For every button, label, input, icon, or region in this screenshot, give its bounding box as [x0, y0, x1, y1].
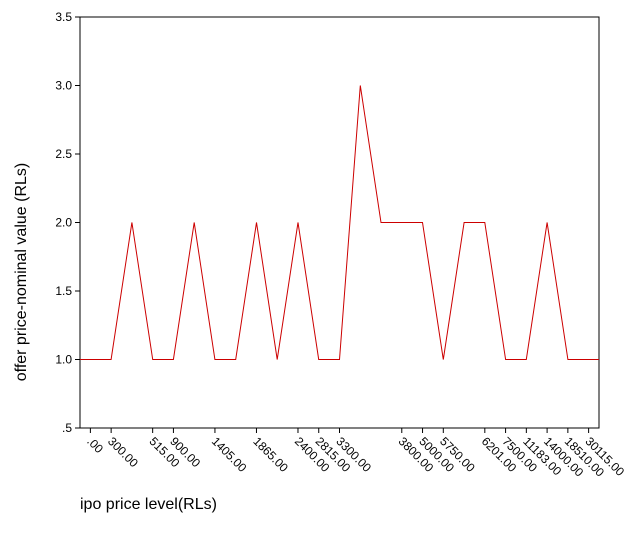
y-tick-label: 2.5: [55, 147, 72, 161]
y-axis: .5 1.0 1.5 2.0 2.5 3.0 3.5: [55, 10, 80, 435]
x-tick-label: 300.00: [105, 434, 141, 470]
x-axis-label: ipo price level(RLs): [80, 496, 217, 513]
y-tick-label: 3.5: [55, 10, 72, 24]
plot-area: [79, 16, 600, 429]
x-tick-label: 1865.00: [250, 434, 291, 475]
y-tick-label: 3.0: [55, 79, 72, 93]
y-tick-label: 2.0: [55, 216, 72, 230]
series-line: [80, 85, 599, 360]
y-tick-label: .5: [62, 421, 72, 435]
x-tick-label: 1405.00: [209, 434, 250, 475]
y-tick-label: 1.5: [55, 284, 72, 298]
x-tick-label: .00: [84, 434, 106, 456]
y-tick-label: 1.0: [55, 353, 72, 367]
y-axis-label: offer price-nominal value (RLs): [13, 162, 30, 382]
